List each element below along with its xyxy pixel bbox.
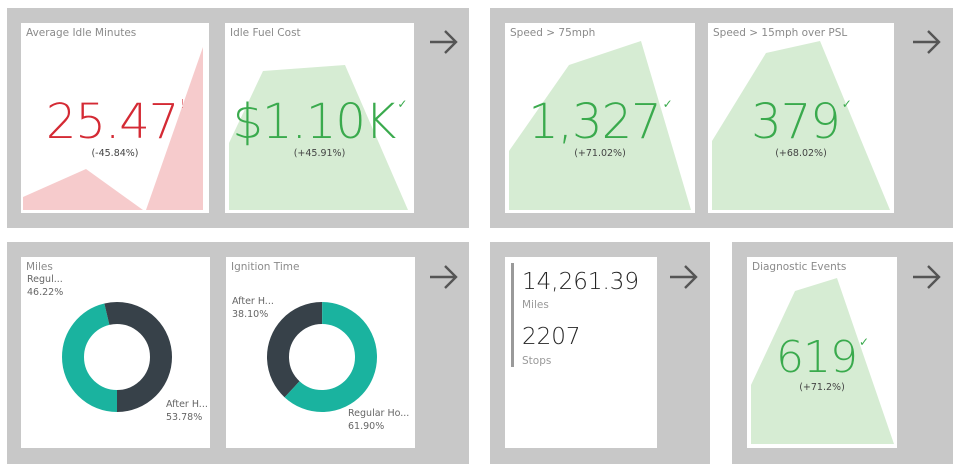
- avg-idle-trend-area: [23, 47, 203, 210]
- kpi-value: $1.10K ✓: [225, 98, 414, 146]
- kpi-delta: (+45.91%): [293, 148, 346, 159]
- kpi-value-text: 25.47: [45, 94, 179, 150]
- kpi-delta: (+68.02%): [775, 148, 827, 159]
- kpi-value-text: 619: [775, 332, 858, 383]
- checkmark-icon: ✓: [858, 335, 869, 349]
- segment-percent: 46.22%: [27, 286, 64, 298]
- segment-label: After H...: [232, 296, 274, 307]
- speed75-trend-area: [509, 41, 691, 210]
- ignition-time-card[interactable]: Ignition Time After H... 38.10% Regular …: [226, 257, 415, 448]
- card-title: Speed > 15mph over PSL: [713, 27, 848, 39]
- segment-percent: 53.78%: [166, 411, 203, 423]
- donut-segment-after-hours[interactable]: [62, 302, 172, 412]
- checkmark-icon: ✓: [841, 97, 852, 111]
- donut-label-after-hours: After H... 38.10%: [232, 296, 274, 322]
- kpi-value-text: $1.10K: [232, 94, 397, 150]
- card-title: Speed > 75mph: [510, 27, 596, 39]
- arrow-right-icon: [430, 265, 458, 289]
- segment-label: After H...: [166, 399, 208, 410]
- arrow-right-icon: [913, 265, 941, 289]
- avg-idle-minutes-card[interactable]: Average Idle Minutes 25.47! (-45.84%): [21, 23, 209, 213]
- exclamation-icon: !: [180, 97, 185, 111]
- speed-75mph-card[interactable]: Speed > 75mph 1,327 ✓ (+71.02%): [505, 23, 695, 213]
- drill-through-arrow-totals[interactable]: [667, 263, 701, 291]
- kpi-value: 619 ✓: [747, 336, 897, 380]
- segment-label: Regul...: [27, 274, 63, 285]
- kpi-block: 379 ✓ (+68.02%): [708, 98, 894, 159]
- accent-bar: [511, 263, 514, 367]
- kpi-delta: (+71.02%): [574, 148, 626, 159]
- kpi-value-text: 1,327: [528, 94, 661, 150]
- card-title: Miles: [26, 261, 53, 273]
- kpi-block: 619 ✓ (+71.2%): [747, 336, 897, 394]
- kpi-delta: (+71.2%): [799, 382, 845, 393]
- drill-through-arrow-usage[interactable]: [427, 263, 461, 291]
- drill-through-arrow-diagnostics[interactable]: [910, 263, 944, 291]
- segment-percent: 61.90%: [348, 420, 385, 432]
- speed15-trend-area: [712, 41, 890, 210]
- kpi-delta: (-45.84%): [91, 148, 139, 159]
- kpi-value-text: 379: [751, 94, 841, 150]
- drill-through-arrow-speed[interactable]: [910, 28, 944, 56]
- miles-donut-chart[interactable]: [21, 257, 210, 448]
- kpi-value: 1,327 ✓: [505, 98, 695, 146]
- stops-total-value: 2207: [522, 324, 581, 350]
- donut-label-regular: Regul... 46.22%: [27, 274, 63, 300]
- kpi-value: 25.47!: [21, 98, 209, 146]
- drill-through-arrow-idle[interactable]: [427, 28, 461, 56]
- arrow-right-icon: [430, 30, 458, 54]
- avg-idle-area-left: [23, 169, 143, 210]
- checkmark-icon: ✓: [662, 97, 673, 111]
- miles-total-label: Miles: [522, 299, 549, 311]
- miles-total-value: 14,261.39: [522, 269, 640, 295]
- diagnostic-trend-area: [751, 278, 894, 444]
- kpi-block: 25.47! (-45.84%): [21, 98, 209, 159]
- miles-card[interactable]: Miles Regul... 46.22% After H... 53.78%: [21, 257, 210, 448]
- checkmark-icon: ✓: [397, 97, 407, 111]
- segment-percent: 38.10%: [232, 308, 269, 320]
- speed75-area: [509, 41, 691, 210]
- segment-label: Regular Ho...: [348, 408, 410, 419]
- diagnostic-area: [751, 278, 894, 444]
- card-title: Idle Fuel Cost: [230, 27, 301, 39]
- stops-total-label: Stops: [522, 355, 552, 367]
- diagnostic-events-card[interactable]: Diagnostic Events 619 ✓ (+71.2%): [747, 257, 897, 448]
- avg-idle-area-right: [146, 47, 203, 210]
- donut-label-regular: Regular Ho... 61.90%: [348, 408, 409, 434]
- totals-card[interactable]: 14,261.39 Miles 2207 Stops: [505, 257, 657, 448]
- card-title: Average Idle Minutes: [26, 27, 137, 39]
- speed15-area: [712, 41, 890, 210]
- donut-label-after-hours: After H... 53.78%: [166, 399, 208, 425]
- kpi-block: $1.10K ✓ (+45.91%): [225, 98, 414, 159]
- ignition-donut-chart[interactable]: [226, 257, 415, 448]
- kpi-value: 379 ✓: [708, 98, 894, 146]
- kpi-block: 1,327 ✓ (+71.02%): [505, 98, 695, 159]
- donut-segment-regular[interactable]: [260, 295, 384, 419]
- idle-fuel-cost-card[interactable]: Idle Fuel Cost $1.10K ✓ (+45.91%): [225, 23, 414, 213]
- idle-fuel-trend-area: [229, 65, 408, 210]
- speed-15mph-over-psl-card[interactable]: Speed > 15mph over PSL 379 ✓ (+68.02%): [708, 23, 894, 213]
- card-title: Ignition Time: [231, 261, 300, 273]
- arrow-right-icon: [670, 265, 698, 289]
- idle-fuel-area: [229, 65, 408, 210]
- arrow-right-icon: [913, 30, 941, 54]
- card-title: Diagnostic Events: [752, 261, 847, 273]
